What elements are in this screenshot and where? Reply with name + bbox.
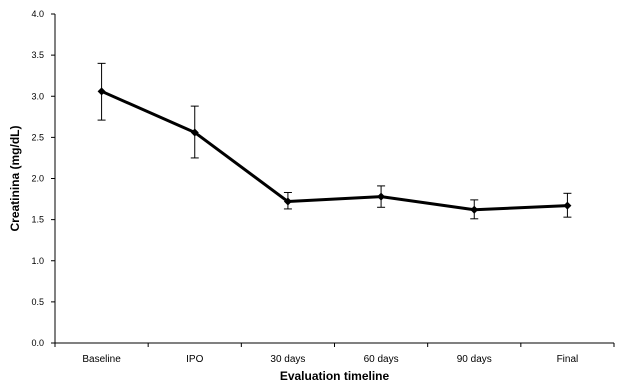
y-tick-label: 1.0: [31, 256, 44, 266]
error-bars: [97, 62, 572, 220]
data-point: [377, 192, 386, 201]
y-tick-label: 2.0: [31, 174, 44, 184]
x-axis-title: Evaluation timeline: [280, 369, 390, 383]
y-tick-label: 4.0: [31, 9, 44, 19]
y-tick-label: 2.5: [31, 132, 44, 142]
x-tick-label: Baseline: [82, 354, 121, 365]
data-point: [97, 87, 106, 96]
y-tick-label: 3.5: [31, 50, 44, 60]
data-point: [283, 197, 292, 206]
y-tick-label: 1.5: [31, 215, 44, 225]
data-point: [190, 128, 199, 137]
x-tick-label: 30 days: [270, 354, 305, 365]
x-tick-label: Final: [557, 354, 579, 365]
y-axis-title: Creatinina (mg/dL): [8, 125, 22, 231]
y-tick-label: 0.5: [31, 297, 44, 307]
data-point: [563, 201, 572, 210]
data-points: [97, 87, 572, 214]
x-tick-label: IPO: [186, 354, 203, 365]
x-axis-ticks: Baseline IPO 30 days 60 days 90 days Final: [54, 343, 615, 365]
y-axis-ticks: 0.0 0.5 1.0 1.5 2.0 2.5 3.0 3.5 4.0: [31, 9, 55, 348]
x-tick-label: 60 days: [364, 354, 399, 365]
data-point: [470, 205, 479, 214]
y-tick-label: 3.0: [31, 91, 44, 101]
y-tick-label: 0.0: [31, 338, 44, 348]
series-line: [100, 89, 568, 212]
x-tick-label: 90 days: [457, 354, 492, 365]
